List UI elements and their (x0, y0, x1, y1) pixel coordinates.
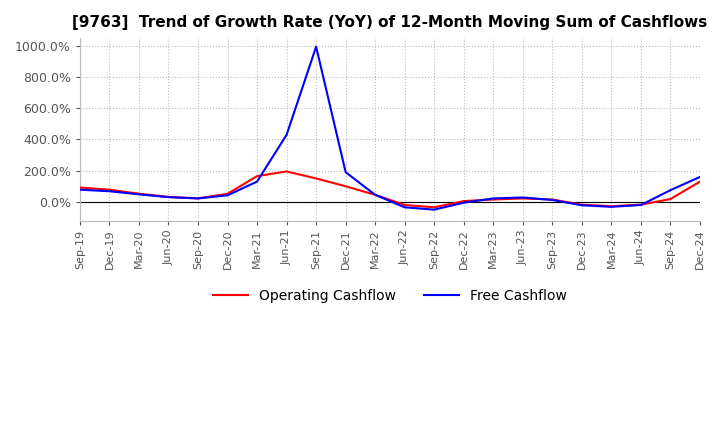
Operating Cashflow (253, 173, 261, 179)
Operating Cashflow (223, 191, 232, 196)
Free Cashflow (666, 187, 675, 193)
Free Cashflow (282, 132, 291, 137)
Operating Cashflow (194, 196, 202, 201)
Operating Cashflow (548, 197, 557, 202)
Free Cashflow (164, 194, 173, 200)
Free Cashflow (312, 44, 320, 49)
Free Cashflow (636, 202, 645, 208)
Operating Cashflow (105, 187, 114, 192)
Operating Cashflow (135, 191, 143, 196)
Free Cashflow (607, 204, 616, 209)
Operating Cashflow (164, 194, 173, 199)
Operating Cashflow (430, 205, 438, 210)
Legend: Operating Cashflow, Free Cashflow: Operating Cashflow, Free Cashflow (208, 283, 572, 308)
Operating Cashflow (400, 202, 409, 208)
Operating Cashflow (341, 183, 350, 189)
Free Cashflow (194, 196, 202, 201)
Free Cashflow (489, 196, 498, 201)
Free Cashflow (548, 198, 557, 203)
Operating Cashflow (459, 198, 468, 204)
Operating Cashflow (696, 179, 704, 184)
Free Cashflow (341, 169, 350, 175)
Free Cashflow (459, 200, 468, 205)
Free Cashflow (223, 193, 232, 198)
Free Cashflow (577, 203, 586, 208)
Free Cashflow (696, 174, 704, 180)
Operating Cashflow (76, 185, 84, 190)
Operating Cashflow (577, 202, 586, 207)
Free Cashflow (371, 192, 379, 198)
Free Cashflow (253, 179, 261, 184)
Free Cashflow (76, 187, 84, 192)
Line: Free Cashflow: Free Cashflow (80, 47, 700, 209)
Operating Cashflow (636, 202, 645, 207)
Free Cashflow (135, 192, 143, 197)
Operating Cashflow (489, 197, 498, 202)
Line: Operating Cashflow: Operating Cashflow (80, 172, 700, 207)
Operating Cashflow (371, 192, 379, 198)
Free Cashflow (105, 189, 114, 194)
Title: [9763]  Trend of Growth Rate (YoY) of 12-Month Moving Sum of Cashflows: [9763] Trend of Growth Rate (YoY) of 12-… (72, 15, 708, 30)
Free Cashflow (400, 205, 409, 210)
Operating Cashflow (312, 176, 320, 181)
Free Cashflow (518, 195, 527, 200)
Operating Cashflow (282, 169, 291, 174)
Operating Cashflow (607, 204, 616, 209)
Operating Cashflow (666, 196, 675, 202)
Operating Cashflow (518, 196, 527, 201)
Free Cashflow (430, 207, 438, 212)
